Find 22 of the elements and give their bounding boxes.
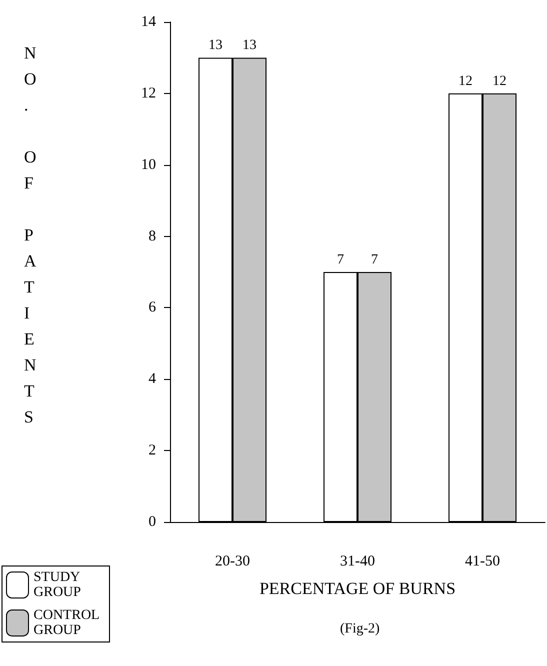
- y-tick-label: 4: [148, 371, 156, 388]
- data-label: 13: [208, 38, 222, 54]
- y-tick-label: 2: [148, 442, 156, 459]
- data-label: 13: [242, 38, 256, 54]
- x-tick-label: 31-40: [340, 554, 375, 570]
- x-axis-title: PERCENTAGE OF BURNS: [259, 579, 456, 598]
- data-label: 7: [371, 252, 378, 268]
- legend-label: CONTROL GROUP: [34, 608, 103, 638]
- text: (Fig-2): [340, 622, 380, 636]
- y-tick-label: 14: [141, 14, 156, 30]
- x-tick-label: 20-30: [215, 554, 250, 570]
- data-label: 12: [492, 74, 506, 89]
- legend-label: STUDY GROUP: [34, 570, 84, 600]
- x-tick-label: 41-50: [465, 554, 500, 570]
- data-label: 7: [337, 252, 344, 268]
- y-tick-label: 0: [148, 514, 156, 530]
- data-label: 12: [458, 74, 472, 89]
- y-tick-label: 8: [148, 228, 156, 244]
- y-tick-label: 12: [141, 85, 156, 102]
- y-tick-label: 10: [141, 156, 156, 173]
- y-tick-label: 6: [148, 300, 156, 316]
- text: NO. OF PATIENTS: [24, 44, 36, 426]
